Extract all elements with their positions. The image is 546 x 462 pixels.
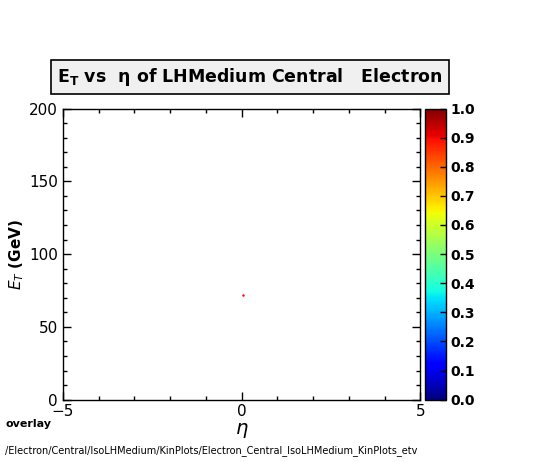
X-axis label: $\eta$: $\eta$ (235, 421, 248, 440)
Text: overlay: overlay (5, 419, 51, 429)
Y-axis label: $E_T$ (GeV): $E_T$ (GeV) (8, 219, 26, 290)
Text: /Electron/Central/IsoLHMedium/KinPlots/Electron_Central_IsoLHMedium_KinPlots_etv: /Electron/Central/IsoLHMedium/KinPlots/E… (5, 445, 418, 456)
Text: $\bf{E_T}$ vs  $\bf{\eta}$ of LHMedium Central   Electron: $\bf{E_T}$ vs $\bf{\eta}$ of LHMedium Ce… (57, 66, 443, 88)
